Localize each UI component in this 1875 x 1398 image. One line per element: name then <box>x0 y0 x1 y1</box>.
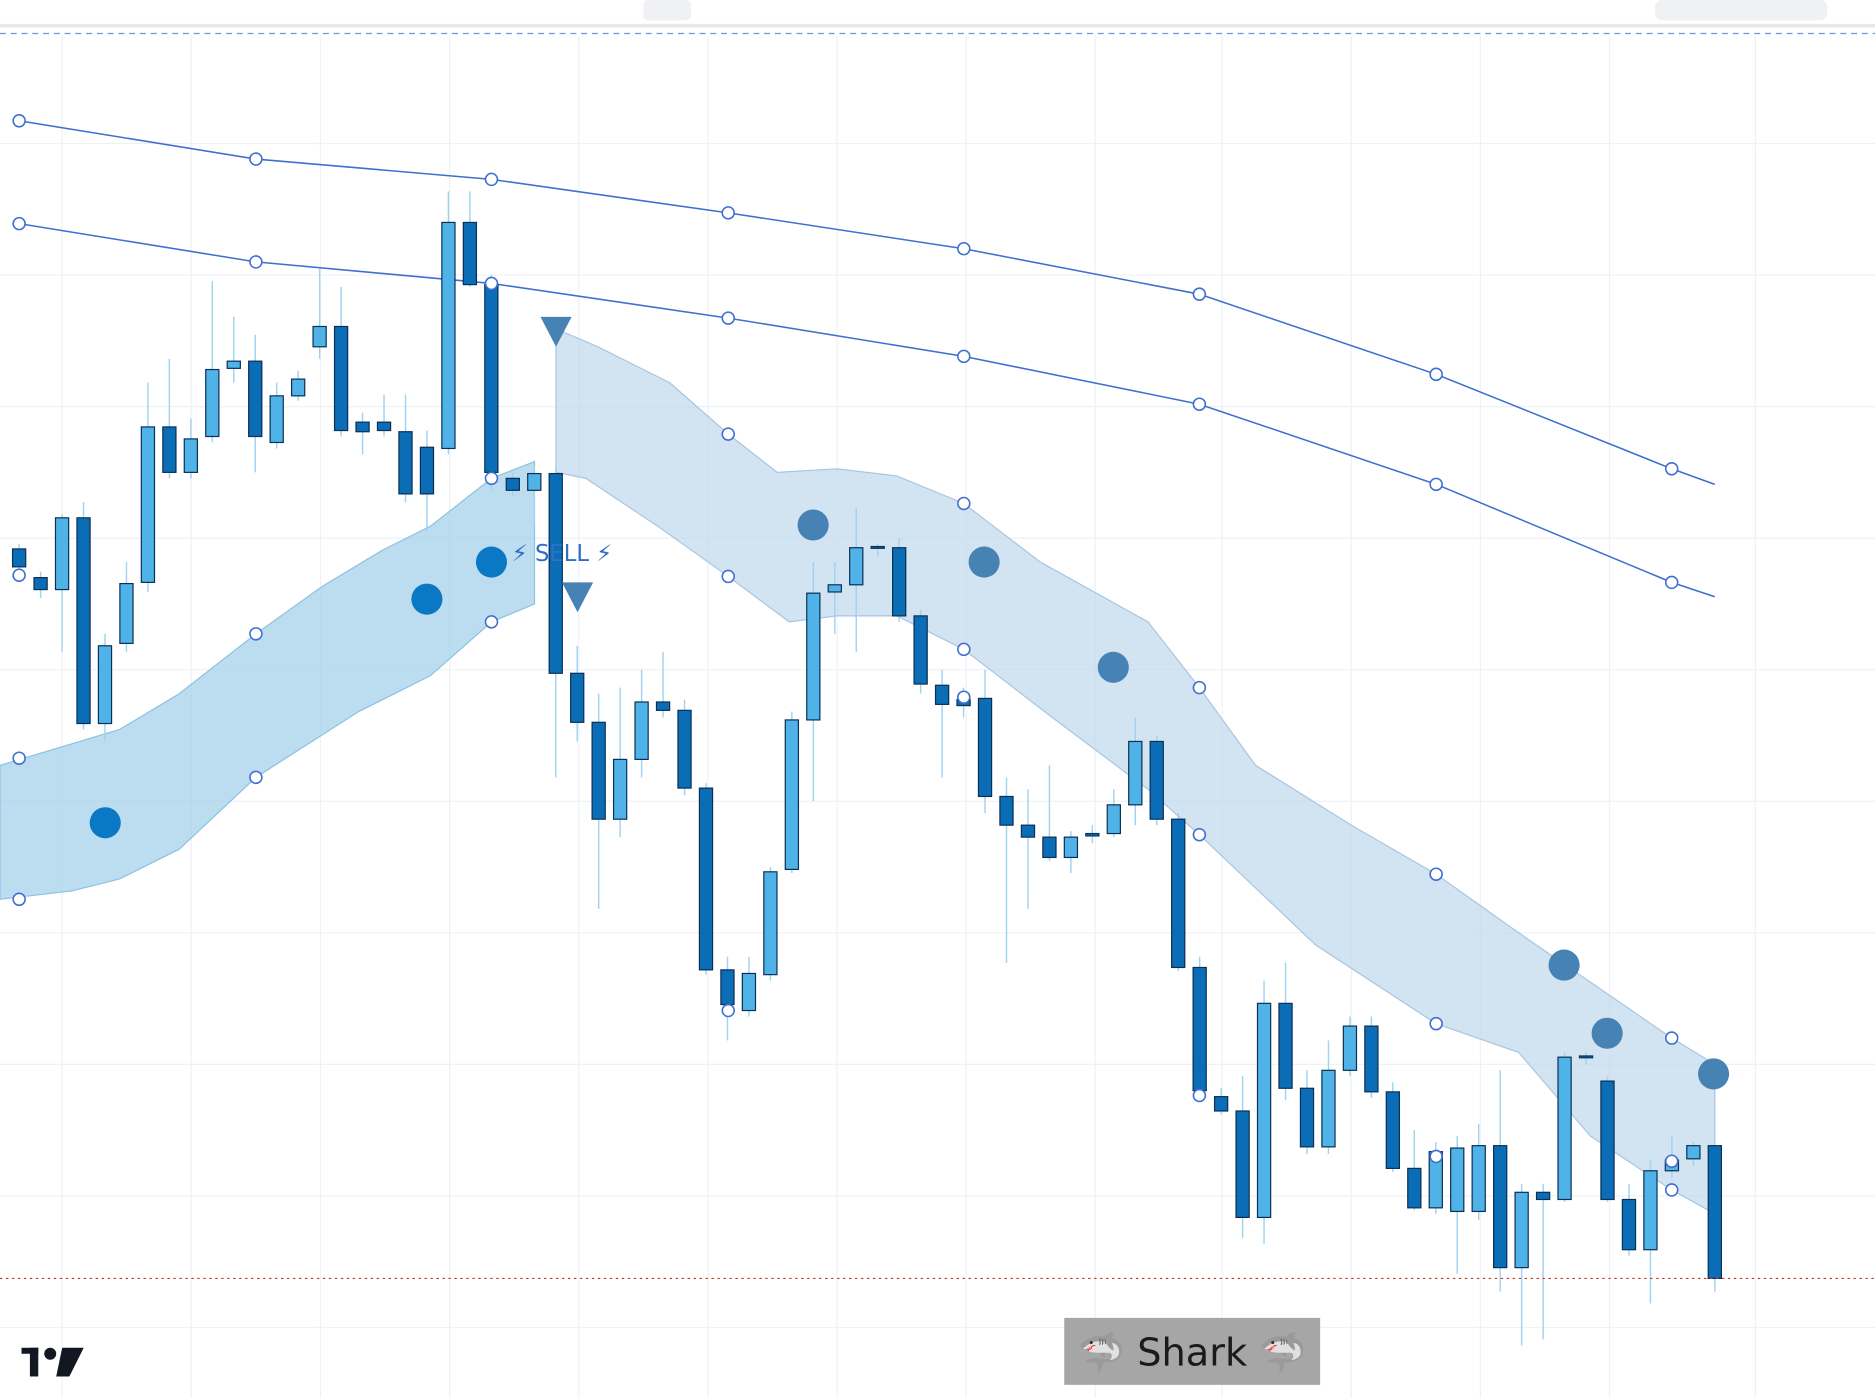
candle-body <box>1621 1198 1637 1251</box>
candle-body <box>11 548 27 568</box>
candle-body <box>76 517 91 725</box>
toolbar[interactable] <box>0 0 1875 24</box>
candle-body <box>441 221 456 450</box>
sell-label: ⚡ SELL ⚡ <box>512 541 612 567</box>
candle-body <box>1299 1087 1315 1148</box>
candles <box>11 191 1722 1346</box>
candle-body <box>1364 1025 1379 1093</box>
candle-body <box>1321 1069 1336 1148</box>
candle-body <box>741 972 757 1012</box>
candle-body <box>763 871 778 976</box>
candle-body <box>570 672 585 723</box>
candle-body <box>934 684 950 705</box>
candle-body <box>505 477 520 491</box>
signal-dots <box>89 546 508 839</box>
candle-body <box>548 472 563 674</box>
candle-body <box>54 517 70 591</box>
candle-body <box>1578 1055 1594 1059</box>
toolbar-border <box>0 23 1875 28</box>
candle-body <box>140 426 156 583</box>
candle-body <box>1407 1167 1422 1209</box>
candle-body <box>1514 1191 1529 1269</box>
candle-body <box>1342 1025 1358 1071</box>
candle-body <box>1686 1145 1701 1160</box>
candle-body <box>1149 740 1164 820</box>
sell-marker <box>540 316 572 347</box>
channel-band <box>0 460 536 900</box>
candle-body <box>97 645 113 725</box>
candle-body <box>1385 1091 1401 1169</box>
candle-body <box>248 360 263 438</box>
sell-marker <box>562 582 594 613</box>
candle-body <box>870 545 885 549</box>
candle-body <box>999 795 1014 826</box>
candle-body <box>784 719 800 871</box>
candle-body <box>655 701 671 711</box>
candle-body <box>33 577 48 591</box>
candle-body <box>806 592 821 721</box>
candle-body <box>419 446 435 495</box>
candle-body <box>1600 1080 1615 1201</box>
candle-body <box>1450 1147 1465 1213</box>
candle-body <box>1171 818 1186 969</box>
candle-body <box>226 360 241 369</box>
candle-body <box>1707 1145 1722 1280</box>
anchor-points <box>12 114 1679 1197</box>
candle-body <box>205 368 220 438</box>
toolbar-button[interactable] <box>643 0 692 21</box>
candle-body <box>527 472 542 491</box>
signal-dots <box>797 509 1730 1090</box>
shark-label-box <box>1064 1317 1321 1385</box>
candle-body <box>355 421 370 433</box>
candle-body <box>1063 836 1079 859</box>
candle-body <box>1213 1096 1229 1112</box>
candle-body <box>913 615 928 685</box>
toolbar-button[interactable] <box>1654 0 1828 21</box>
candle-body <box>398 431 413 495</box>
candle-body <box>827 584 842 593</box>
candle-body <box>290 378 306 397</box>
candle-body <box>698 787 714 971</box>
candle-body <box>119 582 134 644</box>
candle-body <box>376 421 392 432</box>
candle-body <box>1471 1145 1486 1213</box>
candle-body <box>1557 1056 1572 1201</box>
logo[interactable] <box>21 1347 84 1377</box>
candle-body <box>183 438 199 473</box>
candle-body <box>977 697 993 798</box>
candle-body <box>1493 1145 1508 1269</box>
candle-body <box>591 721 606 820</box>
candle-body <box>1278 1002 1293 1089</box>
candle-body <box>1128 740 1143 806</box>
candle-body <box>484 284 499 473</box>
candle-body <box>892 547 907 617</box>
candle-body <box>849 547 864 586</box>
candle-body <box>1106 804 1121 835</box>
candle-body <box>612 758 628 820</box>
candle-body <box>1192 966 1207 1092</box>
candle-body <box>462 221 478 286</box>
candle-body <box>162 426 177 473</box>
candle-body <box>1085 832 1100 837</box>
candle-body <box>634 701 649 760</box>
candle-body <box>269 395 284 444</box>
candle-body <box>1535 1191 1551 1201</box>
candle-body <box>677 709 692 789</box>
candle-body <box>1020 824 1036 838</box>
candle-body <box>1256 1002 1272 1219</box>
candle-body <box>1643 1170 1658 1251</box>
candle-body <box>1042 836 1057 859</box>
candle-body <box>333 325 349 432</box>
candle-body <box>1235 1110 1250 1219</box>
shark-label: 🦈 Shark 🦈 <box>1077 1331 1306 1376</box>
candle-body <box>312 325 327 348</box>
candle-body <box>720 969 735 1006</box>
